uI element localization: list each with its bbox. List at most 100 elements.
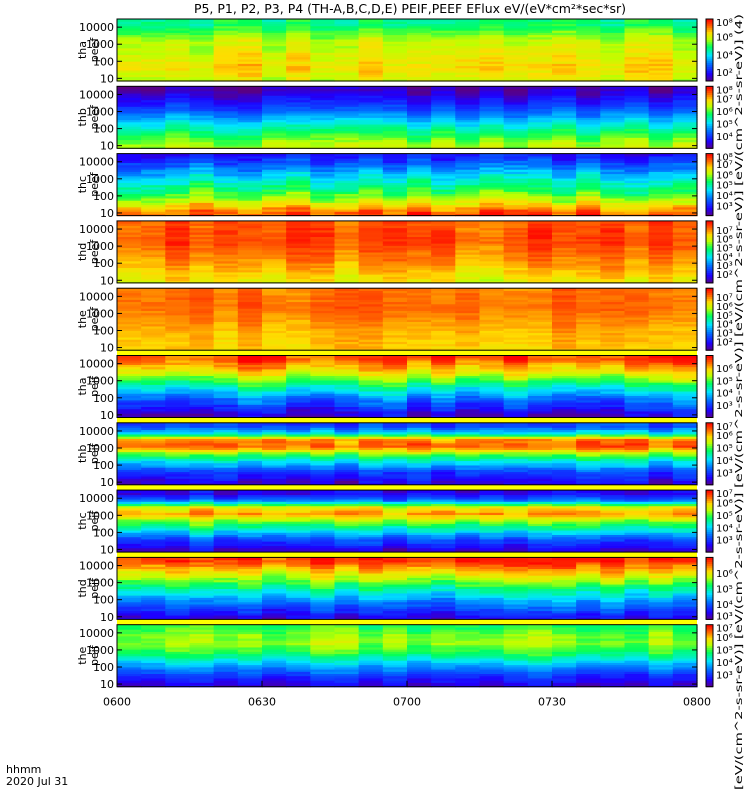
colorbar-segment: [706, 27, 713, 30]
spectrogram-cell: [648, 294, 674, 298]
spectrogram-cell: [407, 206, 432, 210]
spectrogram-cell: [552, 475, 577, 479]
spectrogram-cell: [479, 299, 505, 303]
spectrogram-cell: [189, 482, 215, 486]
spectrogram-cell: [431, 21, 456, 25]
spectrogram-cell: [262, 453, 287, 457]
spectrogram-cell: [600, 23, 626, 27]
spectrogram-cell: [213, 260, 239, 264]
spectrogram-cell: [479, 220, 505, 224]
spectrogram-cell: [503, 243, 529, 246]
spectrogram-cell: [237, 373, 263, 377]
spectrogram-cell: [334, 379, 360, 383]
spectrogram-cell: [648, 393, 674, 396]
spectrogram-cell: [165, 97, 191, 101]
spectrogram-cell: [527, 108, 553, 112]
spectrogram-cell: [213, 123, 239, 127]
spectrogram-cell: [237, 395, 263, 399]
spectrogram-cell: [648, 36, 674, 40]
spectrogram-cell: [213, 108, 239, 112]
spectrogram-cell: [552, 371, 577, 374]
colorbar-tick-label: 10⁶: [716, 33, 733, 44]
spectrogram-cell: [600, 276, 626, 280]
spectrogram-cell: [455, 323, 481, 327]
spectrogram-cell: [262, 328, 287, 331]
colorbar-tick-label: 10⁷: [716, 226, 733, 237]
spectrogram-cell: [382, 410, 408, 414]
spectrogram-cell: [358, 223, 384, 226]
spectrogram-cell: [479, 155, 505, 159]
spectrogram-cell: [552, 271, 577, 275]
spectrogram-cell: [479, 240, 505, 244]
colorbar-segment: [706, 346, 713, 349]
spectrogram-cell: [648, 223, 674, 226]
colorbar-segment: [706, 233, 713, 236]
spectrogram-cell: [286, 76, 311, 80]
spectrogram-cell: [600, 395, 626, 399]
spectrogram-cell: [189, 433, 215, 437]
spectrogram-cell: [310, 453, 336, 457]
spectrogram-cell: [310, 72, 336, 75]
spectrogram-cell: [552, 290, 577, 294]
spectrogram-cell: [576, 106, 601, 110]
spectrogram-cell: [334, 449, 360, 453]
spectrogram-cell: [237, 442, 263, 446]
spectrogram-cell: [358, 90, 384, 94]
spectrogram-cell: [117, 110, 142, 114]
spectrogram-cell: [141, 227, 166, 231]
spectrogram-cell: [576, 229, 601, 233]
spectrogram-cell: [600, 182, 626, 186]
spectrogram-cell: [407, 86, 432, 90]
spectrogram-cell: [141, 74, 166, 78]
colorbar-segment: [706, 113, 713, 116]
spectrogram-cell: [310, 141, 336, 145]
spectrogram-cell: [213, 143, 239, 147]
spectrogram-cell: [237, 234, 263, 237]
spectrogram-cell: [286, 45, 311, 49]
spectrogram-cell: [527, 137, 553, 141]
spectrogram-cell: [624, 25, 650, 29]
spectrogram-cell: [576, 303, 601, 307]
spectrogram-cell: [648, 451, 674, 455]
spectrogram-cell: [358, 249, 384, 253]
spectrogram-cell: [237, 408, 263, 412]
spectrogram-cell: [407, 225, 432, 229]
colorbar-segment: [706, 392, 713, 396]
spectrogram-cell: [600, 63, 626, 67]
spectrogram-cell: [527, 294, 553, 298]
spectrogram-cell: [648, 204, 674, 208]
spectrogram-cell: [624, 247, 650, 251]
spectrogram-cell: [189, 440, 215, 444]
spectrogram-cell: [286, 166, 311, 170]
spectrogram-cell: [262, 377, 287, 381]
spectrogram-cell: [310, 240, 336, 244]
spectrogram-cell: [552, 21, 577, 25]
spectrogram-cell: [552, 162, 577, 166]
spectrogram-cell: [358, 86, 384, 90]
spectrogram-cell: [576, 422, 601, 426]
colorbar-segment: [706, 235, 713, 238]
spectrogram-cell: [552, 478, 577, 481]
spectrogram-cell: [600, 225, 626, 229]
spectrogram-cell: [576, 444, 601, 448]
spectrogram-cell: [624, 223, 650, 226]
spectrogram-cell: [262, 162, 287, 166]
spectrogram-cell: [552, 262, 577, 266]
spectrogram-cell: [382, 92, 408, 96]
spectrogram-cell: [503, 23, 529, 27]
spectrogram-cell: [165, 90, 191, 94]
spectrogram-cell: [600, 184, 626, 188]
spectrogram-cell: [213, 290, 239, 294]
spectrogram-cell: [117, 153, 142, 157]
spectrogram-cell: [527, 173, 553, 177]
spectrogram-cell: [479, 406, 505, 410]
spectrogram-cell: [237, 425, 263, 428]
spectrogram-cell: [310, 431, 336, 435]
spectrogram-cell: [648, 395, 674, 399]
spectrogram-cell: [382, 384, 408, 388]
spectrogram-cell: [600, 50, 626, 53]
spectrogram-cell: [479, 292, 505, 296]
spectrogram-cell: [262, 316, 287, 320]
spectrogram-cell: [455, 319, 481, 323]
spectrogram-cell: [189, 135, 215, 138]
